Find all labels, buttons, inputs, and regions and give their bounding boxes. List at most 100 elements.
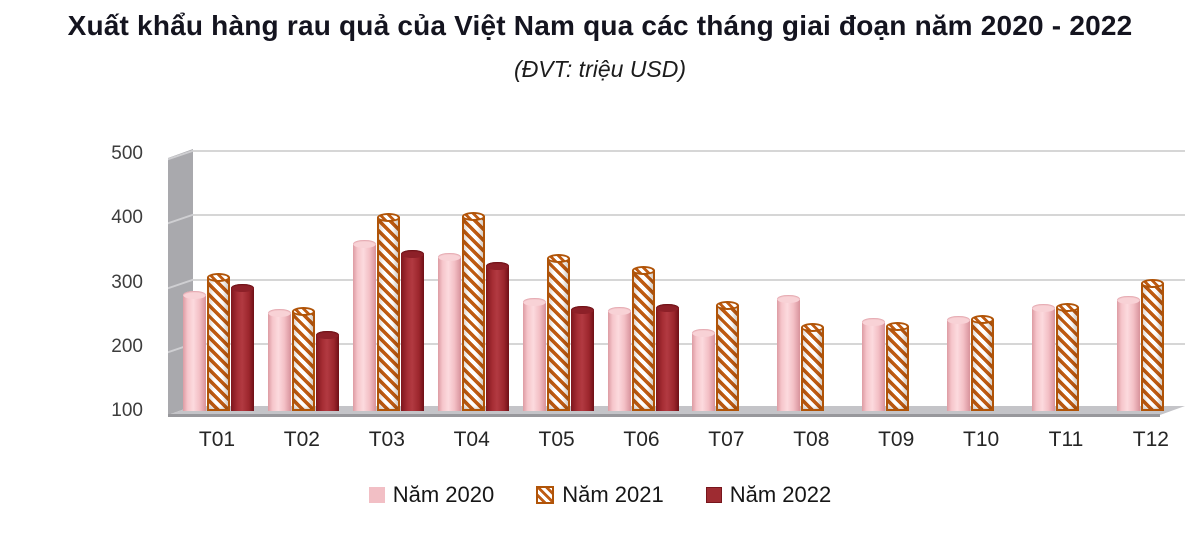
bar-top-cap bbox=[267, 309, 291, 318]
bar-top-cap bbox=[655, 304, 679, 313]
bar-t03-2020 bbox=[352, 239, 376, 411]
bar-group-t08 bbox=[777, 152, 849, 411]
bar-top-cap bbox=[231, 284, 254, 293]
bar-t09-2020 bbox=[862, 318, 886, 411]
bar-top-cap bbox=[716, 301, 740, 310]
bar-top-cap bbox=[315, 331, 339, 340]
bar-group-t04 bbox=[437, 152, 510, 411]
bar-top-cap bbox=[376, 212, 400, 222]
bar-group-t11 bbox=[1032, 152, 1104, 411]
bar-group-t02 bbox=[267, 152, 340, 411]
bar-top-cap bbox=[485, 261, 509, 270]
bar-t02-2020 bbox=[267, 309, 291, 411]
x-tick-t12: T12 bbox=[1132, 428, 1169, 451]
bar-t02-2021 bbox=[291, 307, 315, 411]
bar-t05-2022 bbox=[570, 305, 594, 411]
bar-top-cap bbox=[291, 307, 315, 317]
bar-t02-2022 bbox=[315, 331, 339, 411]
legend-label: Năm 2021 bbox=[562, 482, 664, 507]
bar-top-cap bbox=[631, 265, 655, 275]
bar-group-t10 bbox=[947, 152, 1019, 411]
bar-t01-2022 bbox=[231, 284, 254, 411]
x-tick-t10: T10 bbox=[963, 428, 1000, 451]
bar-top-cap bbox=[607, 306, 631, 315]
legend-swatch-2021 bbox=[536, 486, 555, 504]
bar-t04-2020 bbox=[437, 252, 461, 411]
bar-t03-2021 bbox=[376, 212, 400, 411]
x-tick-t02: T02 bbox=[283, 428, 320, 451]
legend-label: Năm 2020 bbox=[392, 482, 495, 507]
bar-group-t09 bbox=[862, 152, 934, 411]
x-tick-t07: T07 bbox=[708, 428, 745, 451]
y-tick-500: 500 bbox=[111, 143, 143, 164]
bar-top-cap bbox=[522, 297, 546, 306]
bar-top-cap bbox=[886, 321, 910, 331]
x-tick-t01: T01 bbox=[198, 428, 236, 451]
bar-t01-2020 bbox=[183, 291, 206, 411]
bar-top-cap bbox=[183, 291, 206, 300]
x-tick-t06: T06 bbox=[623, 428, 660, 451]
x-tick-t08: T08 bbox=[793, 428, 830, 451]
bar-t10-2021 bbox=[971, 315, 995, 411]
bar-t08-2020 bbox=[777, 295, 801, 411]
bar-t07-2021 bbox=[716, 301, 740, 411]
bar-top-cap bbox=[352, 239, 376, 248]
y-tick-300: 300 bbox=[111, 271, 143, 293]
chart-subtitle: (ĐVT: triệu USD) bbox=[513, 56, 687, 82]
bar-t04-2022 bbox=[485, 261, 509, 411]
legend: Năm 2020 Năm 2021 Năm 2022 bbox=[0, 482, 1200, 508]
bar-group-t07 bbox=[692, 152, 764, 411]
x-tick-t05: T05 bbox=[538, 428, 575, 451]
bar-t11-2020 bbox=[1032, 304, 1055, 411]
bar-group-t06 bbox=[607, 152, 680, 411]
legend-item-2020: Năm 2020 bbox=[368, 482, 495, 508]
bar-t06-2022 bbox=[655, 304, 679, 411]
chart-3d-floor-edge bbox=[168, 414, 1160, 417]
bar-t05-2021 bbox=[546, 254, 570, 411]
gridline-200 bbox=[193, 342, 1185, 345]
bar-t06-2020 bbox=[607, 306, 631, 411]
x-tick-t09: T09 bbox=[878, 428, 915, 451]
x-tick-t03: T03 bbox=[368, 428, 405, 451]
bar-top-cap bbox=[862, 318, 886, 327]
bar-top-cap bbox=[400, 250, 424, 259]
bar-t12-2020 bbox=[1116, 295, 1140, 411]
legend-item-2021: Năm 2021 bbox=[536, 482, 664, 508]
bar-top-cap bbox=[777, 295, 801, 304]
bar-t10-2020 bbox=[947, 315, 971, 411]
chart-title: Xuất khẩu hàng rau quả của Việt Nam qua … bbox=[67, 10, 1133, 41]
bar-top-cap bbox=[947, 315, 971, 324]
bar-t01-2021 bbox=[207, 273, 230, 411]
bar-t03-2022 bbox=[400, 250, 424, 411]
bar-top-cap bbox=[437, 252, 461, 261]
bar-top-cap bbox=[570, 305, 594, 314]
bar-t11-2021 bbox=[1056, 302, 1079, 411]
bar-t05-2020 bbox=[522, 297, 546, 411]
legend-item-2022: Năm 2022 bbox=[705, 482, 832, 508]
bar-top-cap bbox=[1116, 295, 1140, 304]
bar-top-cap bbox=[1056, 302, 1079, 312]
bar-t07-2020 bbox=[692, 328, 716, 411]
bar-t12-2021 bbox=[1140, 279, 1164, 411]
bar-t06-2021 bbox=[631, 265, 655, 411]
bar-top-cap bbox=[546, 254, 570, 264]
bar-top-cap bbox=[1140, 279, 1164, 289]
x-tick-t11: T11 bbox=[1048, 428, 1084, 451]
legend-label: Năm 2022 bbox=[729, 482, 832, 507]
y-tick-400: 400 bbox=[111, 207, 143, 229]
legend-swatch-2022 bbox=[705, 487, 722, 503]
gridline-500 bbox=[193, 150, 1185, 152]
gridline-300 bbox=[193, 278, 1185, 281]
y-tick-200: 200 bbox=[111, 335, 143, 357]
x-tick-t04: T04 bbox=[453, 428, 490, 451]
bar-group-t05 bbox=[522, 152, 595, 411]
legend-swatch-2020 bbox=[368, 487, 385, 503]
bar-top-cap bbox=[1032, 304, 1055, 313]
bar-top-cap bbox=[207, 273, 230, 283]
bar-t09-2021 bbox=[886, 321, 910, 411]
bar-group-t03 bbox=[352, 152, 425, 411]
bar-top-cap bbox=[692, 328, 716, 337]
gridline-400 bbox=[193, 214, 1185, 217]
bar-group-t12 bbox=[1116, 152, 1189, 411]
